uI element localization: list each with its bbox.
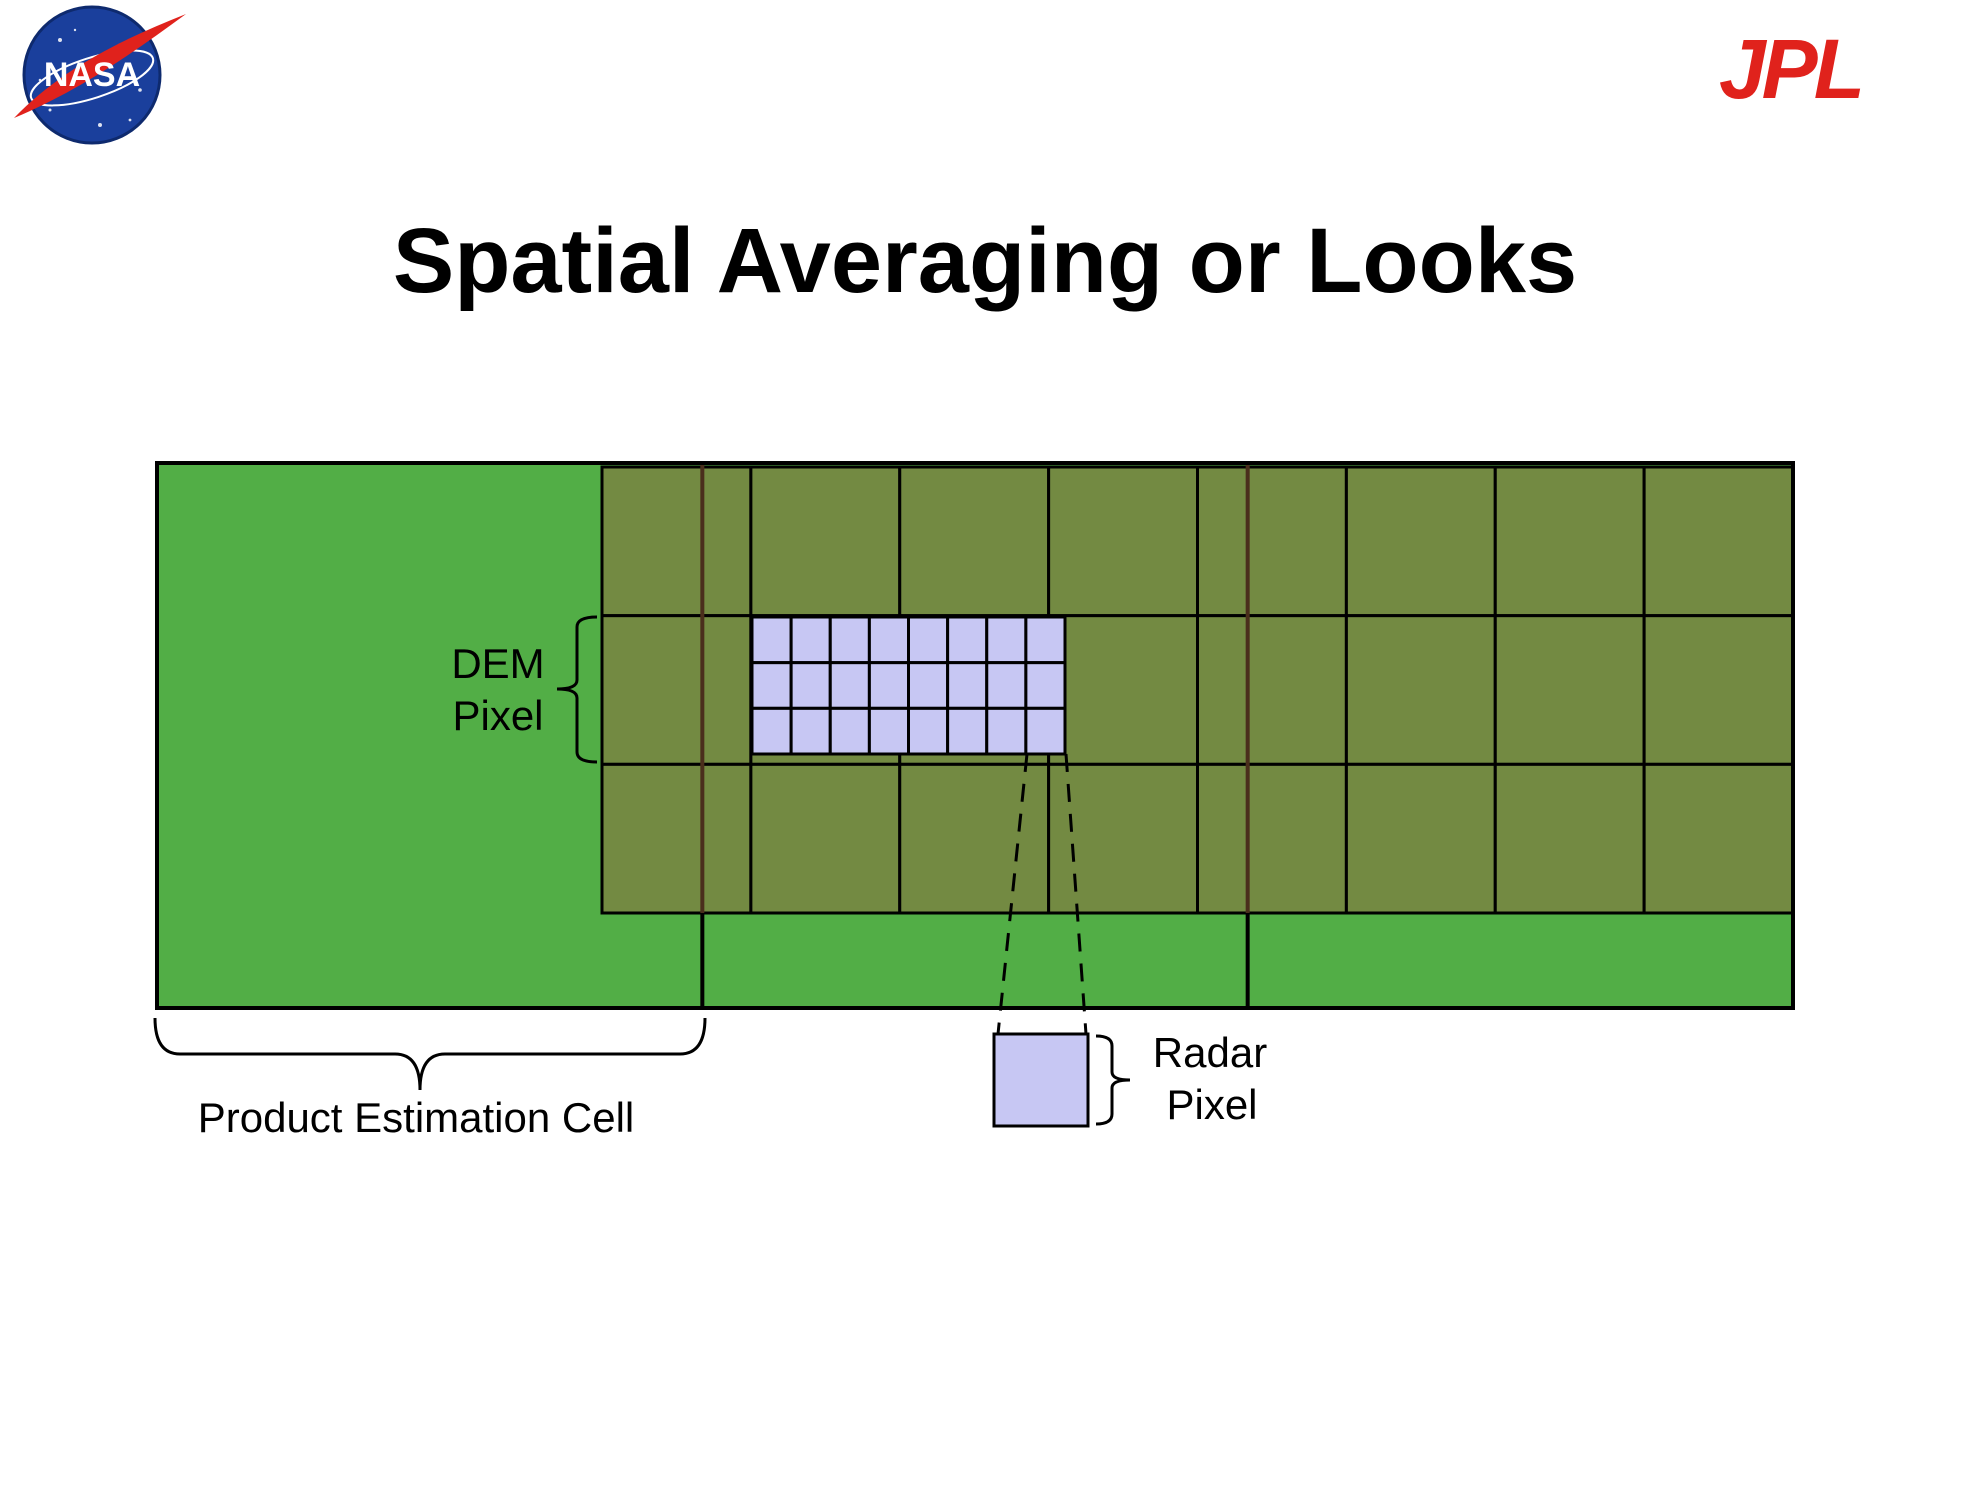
dem-pixel xyxy=(1196,614,1348,766)
radar-pixel xyxy=(946,615,989,665)
dem-pixel xyxy=(1196,762,1348,915)
radar-pixel xyxy=(985,706,1028,756)
radar-pixel xyxy=(946,706,989,756)
dem-pixel-grid xyxy=(600,465,1795,915)
dem-pixel xyxy=(898,762,1051,915)
dem-pixel xyxy=(600,614,753,766)
dem-pixel xyxy=(1642,614,1795,766)
radar-pixel xyxy=(750,615,793,665)
radar-pixel xyxy=(867,615,910,665)
radar-pixel xyxy=(789,661,832,710)
jpl-logo-text: JPL xyxy=(1719,22,1861,116)
radar-pixel xyxy=(867,661,910,710)
dem-pixel-label-line1: DEM xyxy=(451,640,544,687)
radar-pixel-label-line2: Pixel xyxy=(1166,1081,1257,1128)
nasa-logo-text: NASA xyxy=(44,56,140,94)
dem-pixel xyxy=(1642,762,1795,915)
dem-pixel xyxy=(898,465,1051,618)
dem-pixel xyxy=(1047,762,1199,915)
radar-pixel xyxy=(1024,615,1067,665)
dem-pixel xyxy=(1642,465,1795,618)
dem-pixel xyxy=(1047,614,1199,766)
radar-pixel xyxy=(750,706,793,756)
radar-pixel xyxy=(828,706,871,756)
diagram-frame xyxy=(155,461,1795,1010)
dem-pixel xyxy=(749,465,902,618)
radar-pixel xyxy=(750,661,793,710)
dem-pixel-brace xyxy=(556,615,598,764)
page-title: Spatial Averaging or Looks xyxy=(393,210,1577,312)
radar-pixel xyxy=(946,661,989,710)
radar-pixel xyxy=(1024,661,1067,710)
product-cell-brace xyxy=(153,1017,707,1091)
dem-pixel xyxy=(600,762,753,915)
radar-pixel xyxy=(907,661,950,710)
jpl-logo: JPL xyxy=(1719,22,1865,116)
radar-pixel xyxy=(867,706,910,756)
zoom-line-right xyxy=(1064,753,1088,1035)
product-cell-label: Product Estimation Cell xyxy=(198,1094,635,1141)
dem-pixel-label-line2: Pixel xyxy=(452,692,543,739)
radar-pixel-enlarged xyxy=(992,1032,1090,1128)
dem-pixel xyxy=(1196,465,1348,618)
dem-pixel xyxy=(1047,465,1199,618)
nasa-logo: NASA xyxy=(14,5,186,145)
radar-pixel xyxy=(828,661,871,710)
dem-pixel xyxy=(1344,614,1497,766)
radar-pixel-brace xyxy=(1095,1034,1131,1126)
radar-pixel xyxy=(985,615,1028,665)
dem-pixel xyxy=(1493,614,1646,766)
radar-pixel xyxy=(985,661,1028,710)
diagram-outline xyxy=(155,461,1795,1010)
radar-pixel xyxy=(828,615,871,665)
radar-pixel-grid xyxy=(750,615,1067,756)
radar-pixel-label-line1: Radar xyxy=(1153,1029,1267,1076)
radar-pixel xyxy=(1024,706,1067,756)
radar-pixel xyxy=(907,706,950,756)
dem-pixel xyxy=(600,465,753,618)
product-cell-dividers xyxy=(700,463,1250,1008)
dem-pixel xyxy=(1344,465,1497,618)
dem-pixel xyxy=(1493,762,1646,915)
radar-pixel xyxy=(907,615,950,665)
dem-pixel xyxy=(1344,762,1497,915)
radar-pixel xyxy=(789,706,832,756)
dem-pixel xyxy=(749,762,902,915)
zoom-line-left xyxy=(996,753,1029,1035)
dem-pixel xyxy=(1493,465,1646,618)
radar-pixel xyxy=(789,615,832,665)
